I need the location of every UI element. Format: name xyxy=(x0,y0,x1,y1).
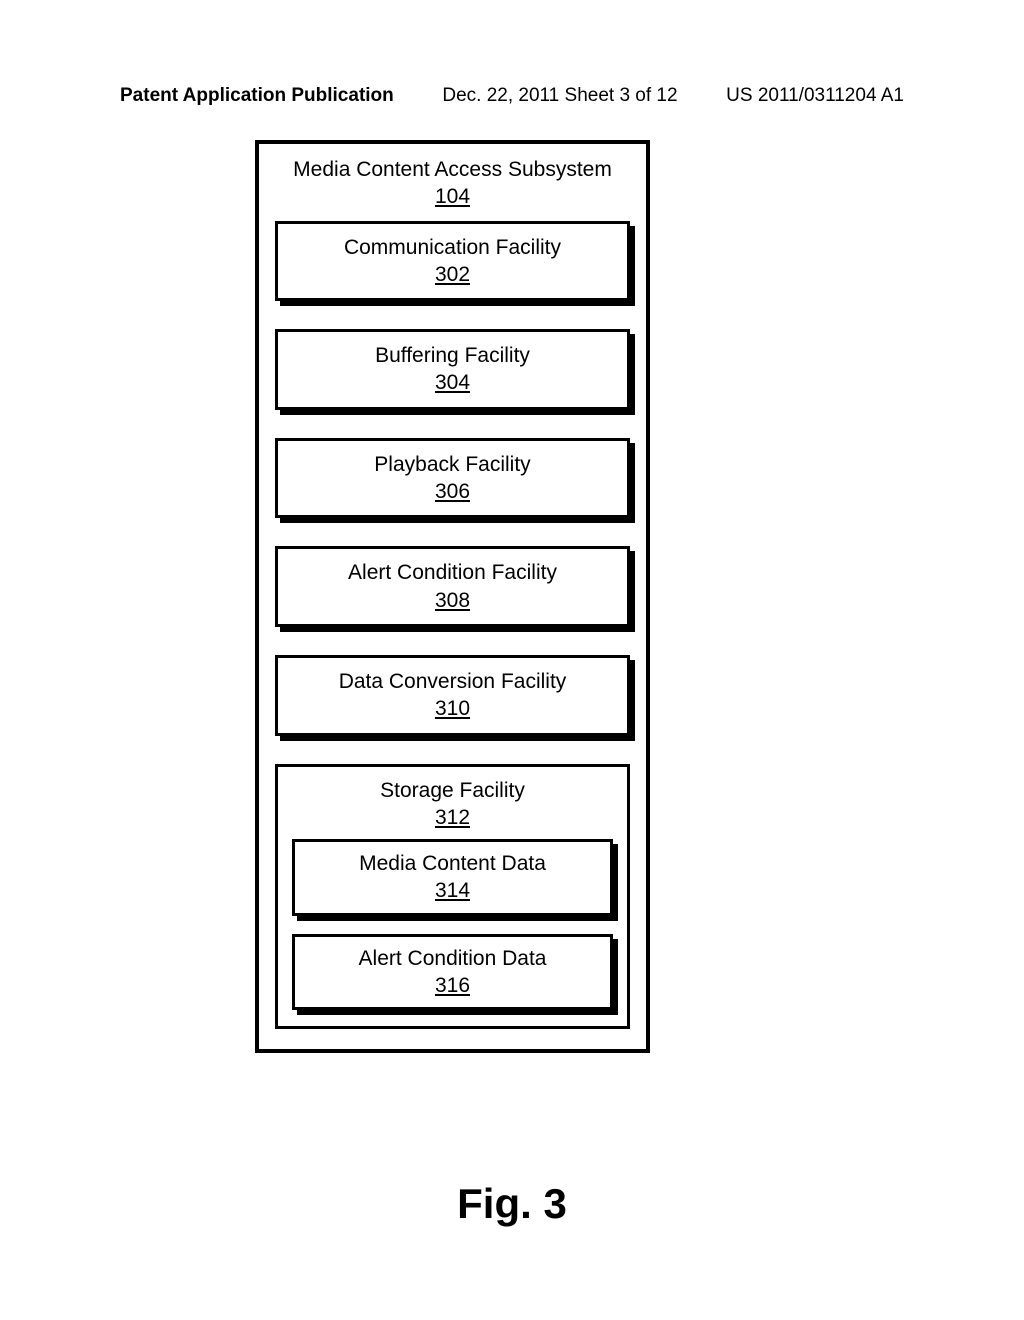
header-left: Patent Application Publication xyxy=(120,85,394,107)
facility-label: Buffering Facility xyxy=(375,344,530,367)
header-center: Dec. 22, 2011 Sheet 3 of 12 xyxy=(442,85,677,107)
header-right: US 2011/0311204 A1 xyxy=(726,85,904,107)
storage-item-ref: 314 xyxy=(435,879,470,902)
page-header: Patent Application Publication Dec. 22, … xyxy=(0,85,1024,107)
facility-label: Data Conversion Facility xyxy=(339,670,567,693)
facility-ref: 302 xyxy=(435,263,470,286)
subsystem-title-ref: 104 xyxy=(435,185,470,208)
facility-box: Data Conversion Facility 310 xyxy=(275,655,630,736)
subsystem-container: Media Content Access Subsystem 104 Commu… xyxy=(255,140,650,1053)
storage-ref: 312 xyxy=(435,806,470,829)
storage-item-label: Media Content Data xyxy=(359,852,546,875)
storage-label: Storage Facility xyxy=(380,779,525,802)
facility-box: Alert Condition Facility 308 xyxy=(275,546,630,627)
facility-box: Buffering Facility 304 xyxy=(275,329,630,410)
storage-item-label: Alert Condition Data xyxy=(359,947,547,970)
subsystem-title-label: Media Content Access Subsystem xyxy=(293,158,612,181)
facility-ref: 306 xyxy=(435,480,470,503)
facility-ref: 310 xyxy=(435,697,470,720)
facility-ref: 304 xyxy=(435,371,470,394)
figure-label: Fig. 3 xyxy=(0,1180,1024,1228)
facility-box: Communication Facility 302 xyxy=(275,221,630,302)
storage-item-box: Alert Condition Data 316 xyxy=(292,934,613,1011)
storage-facility-box: Storage Facility 312 Media Content Data … xyxy=(275,764,630,1030)
facility-box: Playback Facility 306 xyxy=(275,438,630,519)
facility-label: Alert Condition Facility xyxy=(348,561,557,584)
storage-title: Storage Facility 312 xyxy=(292,777,613,832)
facility-label: Playback Facility xyxy=(374,453,530,476)
storage-item-box: Media Content Data 314 xyxy=(292,839,613,916)
facility-ref: 308 xyxy=(435,589,470,612)
facility-label: Communication Facility xyxy=(344,236,561,259)
subsystem-title: Media Content Access Subsystem 104 xyxy=(275,156,630,211)
storage-item-ref: 316 xyxy=(435,974,470,997)
